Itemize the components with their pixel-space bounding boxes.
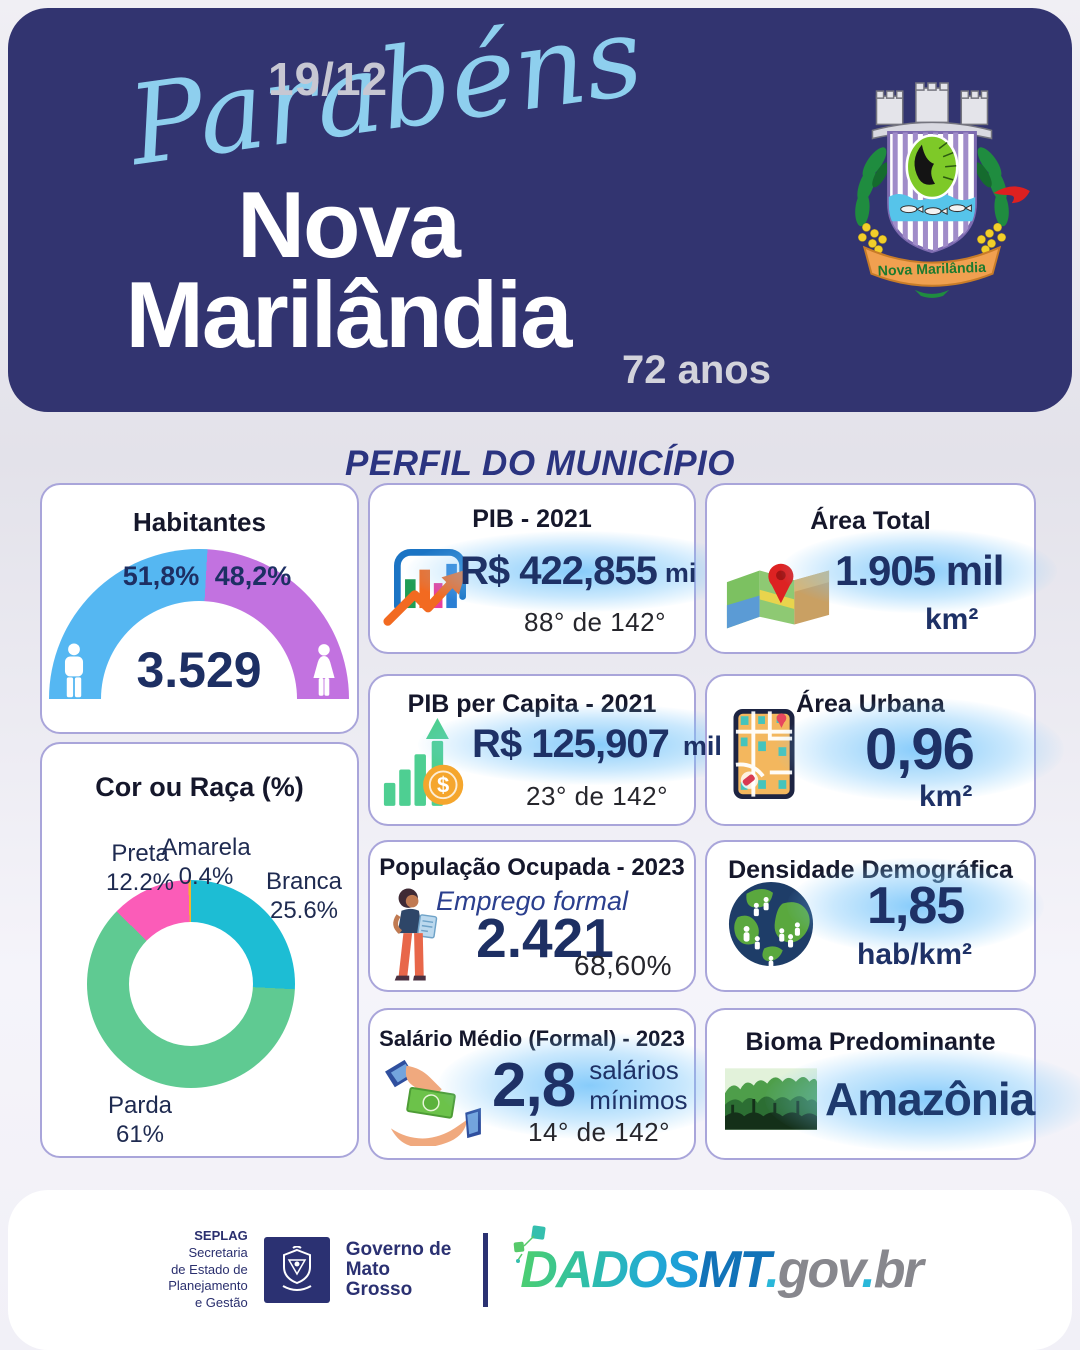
salario-value-row: 2,8 salários mínimos xyxy=(438,1032,742,1139)
area-total-value-row: 1.905 mil xyxy=(781,529,1058,613)
populacao-value: 2.421 xyxy=(476,907,614,969)
value-glow xyxy=(781,529,1058,613)
donut-label-parda: Parda 61% xyxy=(107,1092,173,1148)
city-name-line2: Marilândia xyxy=(125,262,573,368)
bioma-value: Amazônia xyxy=(825,1073,1035,1125)
salario-unit: salários mínimos xyxy=(589,1054,688,1115)
header-banner: Parabéns 19/12 Nova Marilândia 72 anos xyxy=(8,0,1072,412)
densidade-value-row: 1,85 xyxy=(787,858,1045,954)
pib-per-capita-rank: 23° de 142° xyxy=(526,781,668,811)
area-total-card: Área Total 1.905 mil km² xyxy=(705,483,1058,654)
male-percentage: 51,8% xyxy=(122,561,200,591)
pib-title: PIB - 2021 xyxy=(472,505,592,533)
pib-value-row: R$ 422,855 mi xyxy=(406,531,751,612)
area-urbana-value: 0,96 xyxy=(865,717,975,782)
value-glow xyxy=(406,531,751,612)
salario-value: 2,8 xyxy=(492,1051,576,1120)
pib-per-capita-unit: mil xyxy=(682,731,722,761)
populacao-pct: 68,60% xyxy=(574,950,672,981)
area-total-unit: km² xyxy=(925,603,979,636)
value-glow xyxy=(775,698,1064,801)
pixel-squares-icon xyxy=(513,1225,546,1263)
populacao-title: População Ocupada - 2023 xyxy=(379,854,685,881)
governo-label: Governo de Mato Grosso xyxy=(345,1239,452,1300)
pib-rank: 88° de 142° xyxy=(524,607,666,637)
footer-divider xyxy=(483,1233,489,1307)
area-urbana-unit: km² xyxy=(919,780,973,813)
city-name: Nova Marilândia xyxy=(28,172,668,368)
pib-per-capita-value-row: R$ 125,907 mil xyxy=(418,704,776,785)
city-name-line1: Nova xyxy=(237,172,461,277)
area-total-value: 1.905 mil xyxy=(835,547,1004,594)
seplag-label: SEPLAG Secretaria de Estado de Planejame… xyxy=(168,1227,248,1311)
coat-of-arms-icon: Nova Marilândia xyxy=(855,82,1030,298)
densidade-card: Densidade Demográfica 1,85 hab/km² xyxy=(705,840,1045,992)
emblem-caption: Nova Marilândia xyxy=(877,259,986,279)
bioma-value-row: Amazônia xyxy=(765,1046,1080,1152)
footer: SEPLAG Secretaria de Estado de Planejame… xyxy=(8,1190,1072,1350)
area-urbana-card: Área Urbana 0,96 km² xyxy=(705,674,1064,826)
pib-value: R$ 422,855 xyxy=(460,549,658,593)
pib-per-capita-card: PIB per Capita - 2021 $ R$ 125,907 mil 2… xyxy=(368,674,776,826)
donut-label-branca: Branca 25.6% xyxy=(265,868,343,924)
pib-per-capita-value: R$ 125,907 xyxy=(472,722,670,766)
value-glow xyxy=(438,1032,742,1139)
salario-card: Salário Médio (Formal) - 2023 2,8 salári… xyxy=(368,1008,742,1160)
habitantes-card: Habitantes 51,8% 48,2% 3.529 xyxy=(40,483,359,734)
donut-label-preta: Preta 12.2% xyxy=(105,840,175,896)
race-card: Cor ou Raça (%) Preta 12.2% Amarela 0.4%… xyxy=(40,742,359,1158)
habitantes-title: Habitantes xyxy=(133,507,266,537)
section-title: PERFIL DO MUNICÍPIO xyxy=(345,444,735,483)
mato-grosso-seal xyxy=(263,1237,330,1303)
age-label: 72 anos xyxy=(622,348,771,392)
donut-label-amarela: Amarela 0.4% xyxy=(161,834,251,890)
female-percentage: 48,2% xyxy=(214,561,292,591)
value-glow xyxy=(765,1046,1080,1152)
coin-symbol: $ xyxy=(437,772,449,797)
race-donut-hole xyxy=(129,922,253,1046)
dadosmt-logo[interactable]: DADOSMT.gov.br xyxy=(513,1225,924,1300)
salario-rank: 14° de 142° xyxy=(528,1117,670,1147)
pib-card: PIB - 2021 R$ 422,855 mi 88° de 142° xyxy=(368,483,751,654)
value-glow xyxy=(787,858,1045,954)
populacao-card: População Ocupada - 2023 Emprego formal … xyxy=(368,840,696,992)
population-total: 3.529 xyxy=(136,642,262,698)
worker-woman-icon xyxy=(393,888,438,981)
populacao-subtitle: Emprego formal xyxy=(435,886,629,916)
anniversary-date: 19/12 xyxy=(268,53,389,105)
pib-unit: mi xyxy=(664,558,697,588)
seplag-crest-icon xyxy=(282,1246,312,1291)
bioma-card: Bioma Predominante Amazônia xyxy=(705,1008,1080,1160)
male-icon xyxy=(64,643,84,698)
habitantes-gauge: 51,8% 48,2% 3.529 xyxy=(49,549,349,699)
area-urbana-value-row: 0,96 xyxy=(775,698,1064,801)
race-title: Cor ou Raça (%) xyxy=(95,772,304,802)
densidade-value: 1,85 xyxy=(867,877,965,935)
female-icon xyxy=(313,644,335,696)
city-map-icon xyxy=(733,708,795,800)
densidade-unit: hab/km² xyxy=(857,938,973,971)
